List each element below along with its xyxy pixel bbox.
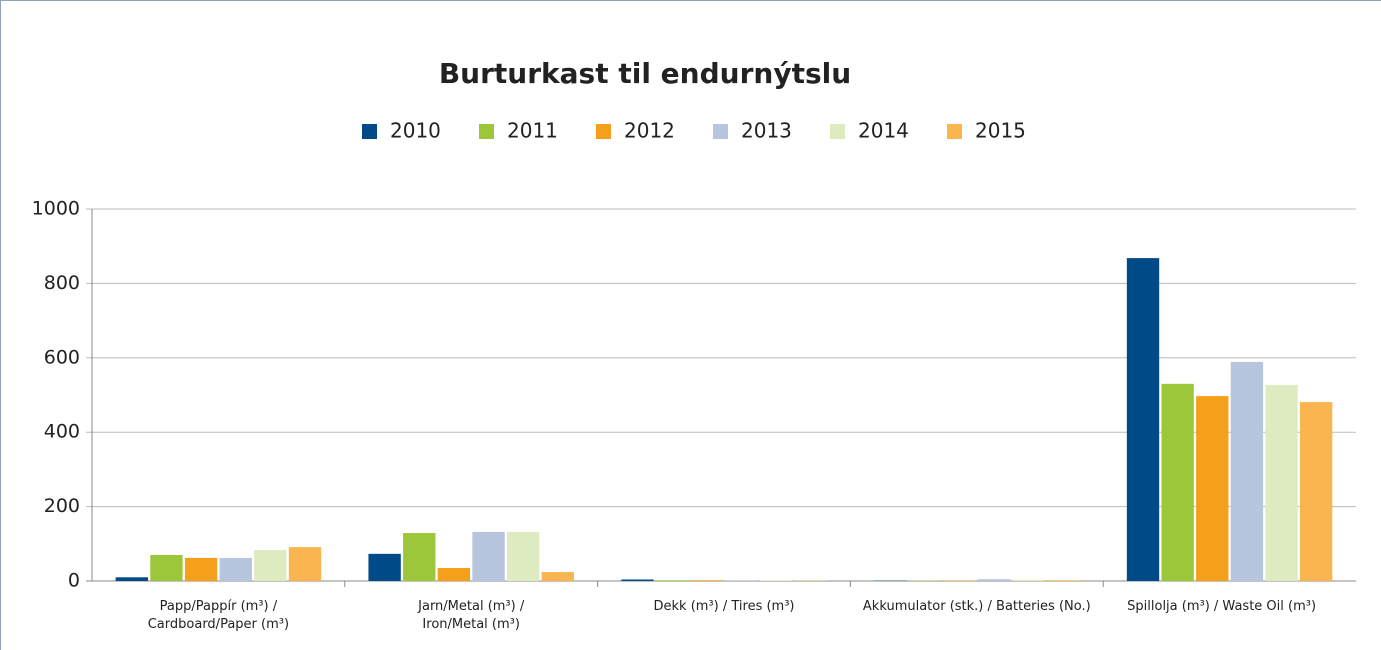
legend-swatch (596, 124, 611, 139)
bar (1196, 396, 1229, 581)
y-tick-label: 200 (44, 495, 80, 517)
bar (403, 533, 436, 581)
bar (1047, 580, 1080, 581)
bar (1230, 361, 1264, 581)
chart-title: Burturkast til endurnýtslu (439, 57, 851, 90)
legend-label: 2012 (624, 119, 675, 143)
bar (288, 547, 322, 581)
legend-label: 2014 (858, 119, 909, 143)
legend-swatch (947, 124, 962, 139)
bar (725, 580, 758, 581)
bar (1265, 384, 1298, 581)
x-tick-label: Papp/Pappír (m³) / Cardboard/Paper (m³) (147, 599, 290, 632)
bar (1161, 383, 1194, 581)
bar (368, 553, 401, 581)
bar (1300, 402, 1333, 581)
bar (254, 550, 287, 581)
bar (472, 531, 505, 581)
bar (1012, 579, 1045, 581)
bar (219, 557, 252, 581)
legend-label: 2011 (507, 119, 558, 143)
x-tick-label: Spillolja (m³) / Waste Oil (m³) (1127, 599, 1317, 614)
bar (541, 572, 574, 581)
legend-swatch (830, 124, 845, 139)
bar (184, 557, 218, 581)
legend-swatch (479, 124, 494, 139)
x-tick-label: Akkumulator (stk.) / Batteries (No.) (862, 599, 1091, 614)
bar (437, 567, 471, 581)
bar (655, 580, 689, 581)
y-tick-label: 1000 (32, 198, 80, 220)
x-tick-label: Jarn/Metal (m³) / Iron/Metal (m³) (418, 599, 525, 632)
bar (115, 577, 148, 581)
legend-swatch (713, 124, 728, 139)
x-tick-label: Dekk (m³) / Tires (m³) (653, 599, 795, 614)
y-tick-label: 800 (44, 272, 80, 294)
legend-label: 2015 (975, 119, 1026, 143)
y-tick-label: 600 (44, 346, 80, 368)
legend-label: 2013 (741, 119, 792, 143)
y-tick-label: 0 (68, 570, 80, 592)
legend-swatch (362, 124, 377, 139)
bar (1126, 258, 1160, 581)
bar (621, 579, 654, 581)
y-tick-label: 400 (44, 421, 80, 443)
bar (690, 580, 723, 581)
bar (977, 579, 1011, 581)
bar (150, 554, 183, 581)
bar (506, 531, 540, 581)
legend-label: 2010 (390, 119, 441, 143)
